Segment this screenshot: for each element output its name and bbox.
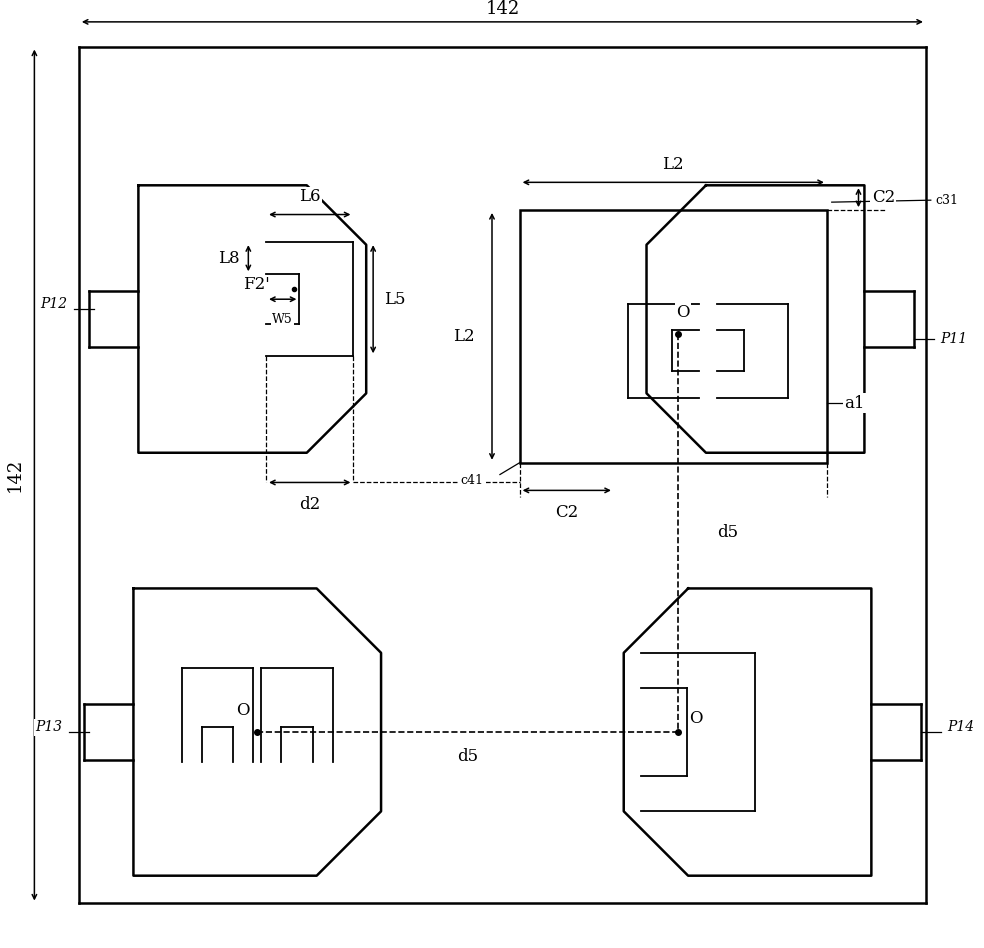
Text: P12: P12 [40,297,68,311]
Text: c31: c31 [936,193,958,207]
Text: P13: P13 [35,720,63,734]
Text: L2: L2 [454,328,475,345]
Text: L2: L2 [662,156,684,173]
Text: P14: P14 [947,720,974,734]
Text: F2': F2' [243,276,270,293]
Text: c41: c41 [461,474,484,487]
Text: d5: d5 [458,748,478,765]
Text: a1: a1 [844,394,865,411]
Text: L6: L6 [299,189,321,205]
Text: O: O [690,710,703,727]
Text: C2: C2 [555,503,579,520]
Bar [520,210,827,463]
Text: d2: d2 [299,496,321,513]
Text: W5: W5 [273,313,293,325]
Text: 142: 142 [485,0,520,18]
Text: L8: L8 [217,249,239,266]
Text: P11: P11 [940,332,967,346]
Text: C2: C2 [872,190,894,207]
Text: 142: 142 [6,458,24,492]
Text: O: O [676,303,690,320]
Text: L5: L5 [384,291,405,308]
Text: O: O [235,702,249,719]
Text: d5: d5 [717,524,738,541]
